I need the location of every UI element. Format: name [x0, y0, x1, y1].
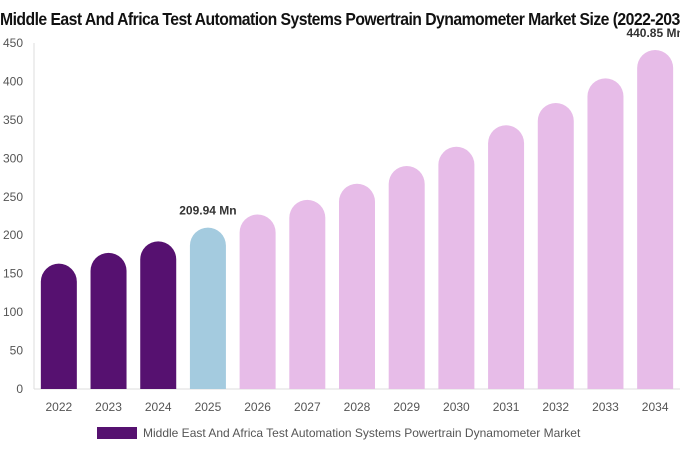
x-tick-label: 2024 [145, 400, 172, 414]
bar-2029 [388, 166, 425, 389]
bar-2030 [438, 146, 475, 389]
legend: Middle East And Africa Test Automation S… [97, 425, 580, 441]
y-tick-label: 250 [3, 190, 23, 204]
x-tick-label: 2034 [642, 400, 669, 414]
bar-2034 [637, 50, 674, 389]
chart-title: Middle East And Africa Test Automation S… [0, 9, 680, 29]
x-tick-label: 2032 [542, 400, 569, 414]
x-tick-label: 2028 [344, 400, 371, 414]
bar-2025 [189, 227, 226, 389]
x-tick-label: 2026 [244, 400, 271, 414]
bar-2032 [537, 102, 574, 390]
x-tick-label: 2031 [493, 400, 520, 414]
x-tick-label: 2023 [95, 400, 122, 414]
legend-label: Middle East And Africa Test Automation S… [143, 426, 581, 440]
bar-2028 [339, 183, 375, 389]
data-label: 440.85 Mn [626, 26, 680, 40]
x-tick-label: 2033 [592, 400, 619, 414]
bar-2022 [40, 263, 77, 389]
x-tick-label: 2029 [393, 400, 420, 414]
y-tick-label: 200 [3, 228, 23, 242]
y-tick-label: 100 [3, 305, 23, 319]
x-tick-label: 2025 [195, 400, 222, 414]
y-tick-label: 150 [3, 267, 23, 281]
y-tick-label: 0 [16, 382, 23, 396]
y-tick-label: 350 [3, 113, 23, 127]
bars [40, 50, 674, 390]
x-tick-label: 2030 [443, 400, 470, 414]
bar-2026 [239, 214, 276, 389]
bar-2027 [289, 199, 326, 389]
data-label: 209.94 Mn [179, 204, 236, 218]
y-tick-label: 450 [3, 36, 23, 50]
x-axis: 2022 2023 2024 2025 2026 2027 2028 2029 2030 2031… [45, 400, 668, 414]
legend-swatch [97, 427, 137, 439]
bar-2033 [587, 78, 624, 389]
data-labels: 209.94 Mn 440.85 Mn [179, 26, 680, 218]
x-tick-label: 2027 [294, 400, 321, 414]
bar-2023 [90, 252, 127, 389]
y-tick-label: 50 [10, 344, 24, 358]
bar-2024 [140, 241, 177, 389]
y-tick-label: 300 [3, 151, 23, 165]
y-tick-label: 400 [3, 74, 23, 88]
bar-2031 [488, 125, 525, 390]
x-tick-label: 2022 [45, 400, 72, 414]
